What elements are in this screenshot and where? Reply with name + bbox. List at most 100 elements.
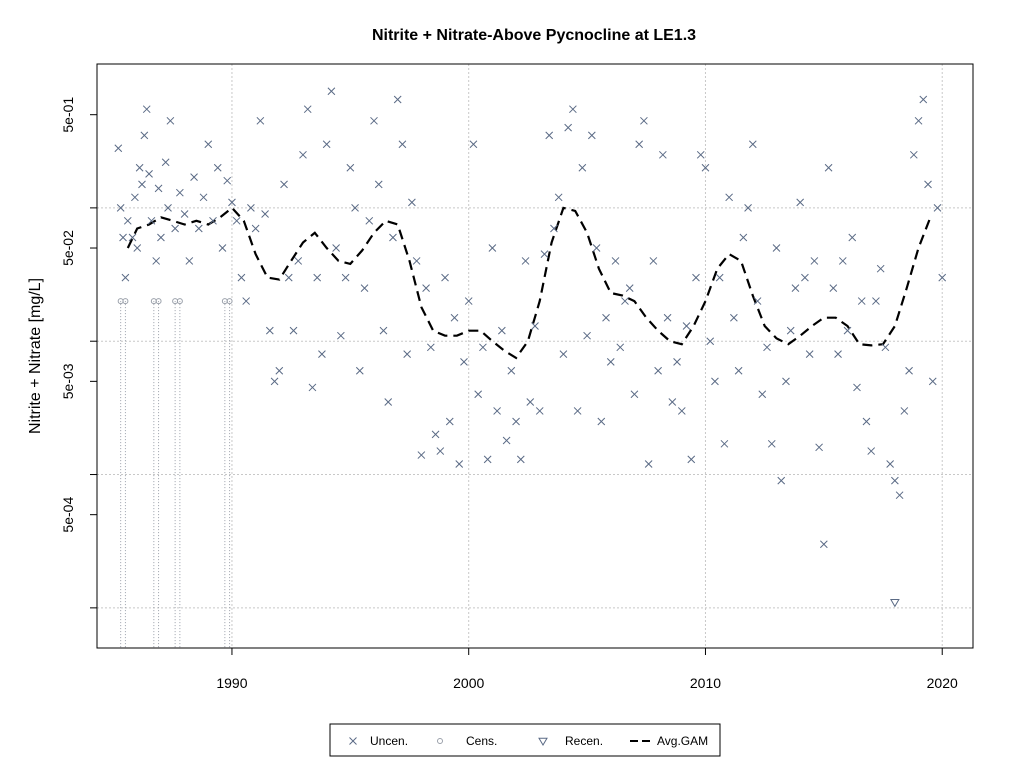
x-stroke — [507, 366, 516, 375]
x-stroke — [663, 313, 672, 322]
uncen-point — [218, 244, 227, 252]
x-stroke — [294, 257, 303, 265]
x-stroke — [166, 116, 175, 125]
x-stroke — [393, 95, 402, 104]
x-stroke — [777, 476, 786, 485]
x-stroke — [176, 188, 184, 197]
uncen-point — [176, 188, 184, 197]
uncen-point — [682, 322, 691, 330]
x-stroke — [493, 407, 501, 415]
x-stroke — [905, 366, 913, 375]
uncen-point — [654, 366, 662, 375]
x-stroke — [349, 737, 357, 745]
x-stroke — [502, 436, 511, 445]
uncen-point — [265, 326, 274, 335]
legend-box — [329, 723, 721, 757]
uncen-point — [403, 350, 412, 358]
x-stroke — [881, 343, 890, 352]
x-stroke — [914, 116, 923, 125]
uncen-point — [327, 87, 336, 96]
legend-symbol-x — [349, 737, 357, 745]
x-stroke — [422, 284, 430, 293]
uncen-point — [313, 273, 322, 282]
uncen-point — [720, 439, 729, 448]
uncen-point — [237, 273, 246, 282]
x-stroke — [247, 204, 255, 212]
y-axis-label: Nitrite + Nitrate [mg/L] — [27, 278, 44, 434]
uncen-point — [498, 326, 506, 335]
uncen-point — [881, 343, 890, 352]
x-stroke — [531, 322, 539, 330]
uncen-point — [535, 407, 544, 415]
uncen-point — [157, 233, 165, 242]
uncen-point — [734, 366, 743, 375]
uncen-point — [365, 216, 374, 225]
cens-point — [176, 298, 183, 305]
x-stroke — [630, 390, 639, 399]
series-uncen — [114, 87, 947, 549]
cens-point — [122, 298, 129, 305]
x-stroke — [474, 390, 483, 399]
uncen-point — [692, 273, 700, 282]
uncen-point — [663, 313, 672, 322]
uncen-point — [284, 273, 293, 282]
uncen-point — [469, 140, 478, 149]
x-stroke — [374, 180, 383, 189]
x-stroke — [332, 244, 340, 252]
x-stroke — [554, 193, 563, 202]
legend: Uncen. Cens. Recen. Avg.GAM — [329, 723, 721, 757]
x-stroke — [337, 331, 345, 340]
x-stroke — [772, 244, 781, 252]
uncen-point — [777, 476, 786, 485]
uncen-point — [384, 398, 393, 406]
x-stroke — [602, 313, 610, 322]
uncen-point — [145, 169, 153, 178]
x-stroke — [436, 447, 445, 455]
uncen-point — [374, 180, 383, 189]
x-stroke — [133, 244, 142, 252]
recen-point — [889, 599, 900, 608]
uncen-point — [886, 460, 894, 468]
x-stroke — [640, 116, 648, 125]
x-stroke — [280, 180, 288, 189]
uncen-point — [554, 193, 563, 202]
x-stroke — [131, 193, 139, 202]
x-stroke — [445, 417, 454, 426]
uncen-point — [701, 163, 710, 172]
uncen-point — [668, 398, 677, 406]
uncen-point — [138, 180, 146, 189]
uncen-point — [739, 233, 748, 242]
legend-x-icon — [349, 737, 357, 745]
legend-label: Cens. — [466, 734, 497, 748]
uncen-point — [128, 233, 137, 242]
uncen-point — [289, 326, 298, 335]
legend-label: Avg.GAM — [657, 734, 708, 748]
x-stroke — [867, 447, 876, 455]
x-stroke — [431, 430, 440, 439]
x-stroke — [242, 297, 251, 305]
uncen-point — [422, 284, 430, 293]
x-stroke — [796, 198, 805, 207]
uncen-point — [131, 193, 139, 202]
uncen-point — [516, 455, 525, 464]
x-stroke — [767, 439, 776, 448]
uncen-point — [389, 233, 397, 242]
uncen-point — [355, 366, 364, 375]
x-stroke — [725, 193, 733, 202]
uncen-point — [133, 244, 142, 252]
x-stroke — [611, 257, 620, 265]
x-stroke — [464, 297, 473, 305]
x-stroke — [299, 150, 307, 159]
x-stroke — [450, 313, 459, 322]
uncen-point — [483, 455, 492, 464]
uncen-point — [190, 173, 198, 182]
uncen-point — [204, 140, 213, 149]
uncen-point — [810, 257, 819, 265]
x-stroke — [857, 297, 866, 305]
uncen-point — [895, 491, 904, 500]
x-stroke — [739, 233, 748, 242]
uncen-point — [531, 322, 539, 330]
x-stroke — [121, 273, 130, 282]
uncen-point — [147, 216, 156, 225]
x-stroke — [341, 273, 350, 282]
